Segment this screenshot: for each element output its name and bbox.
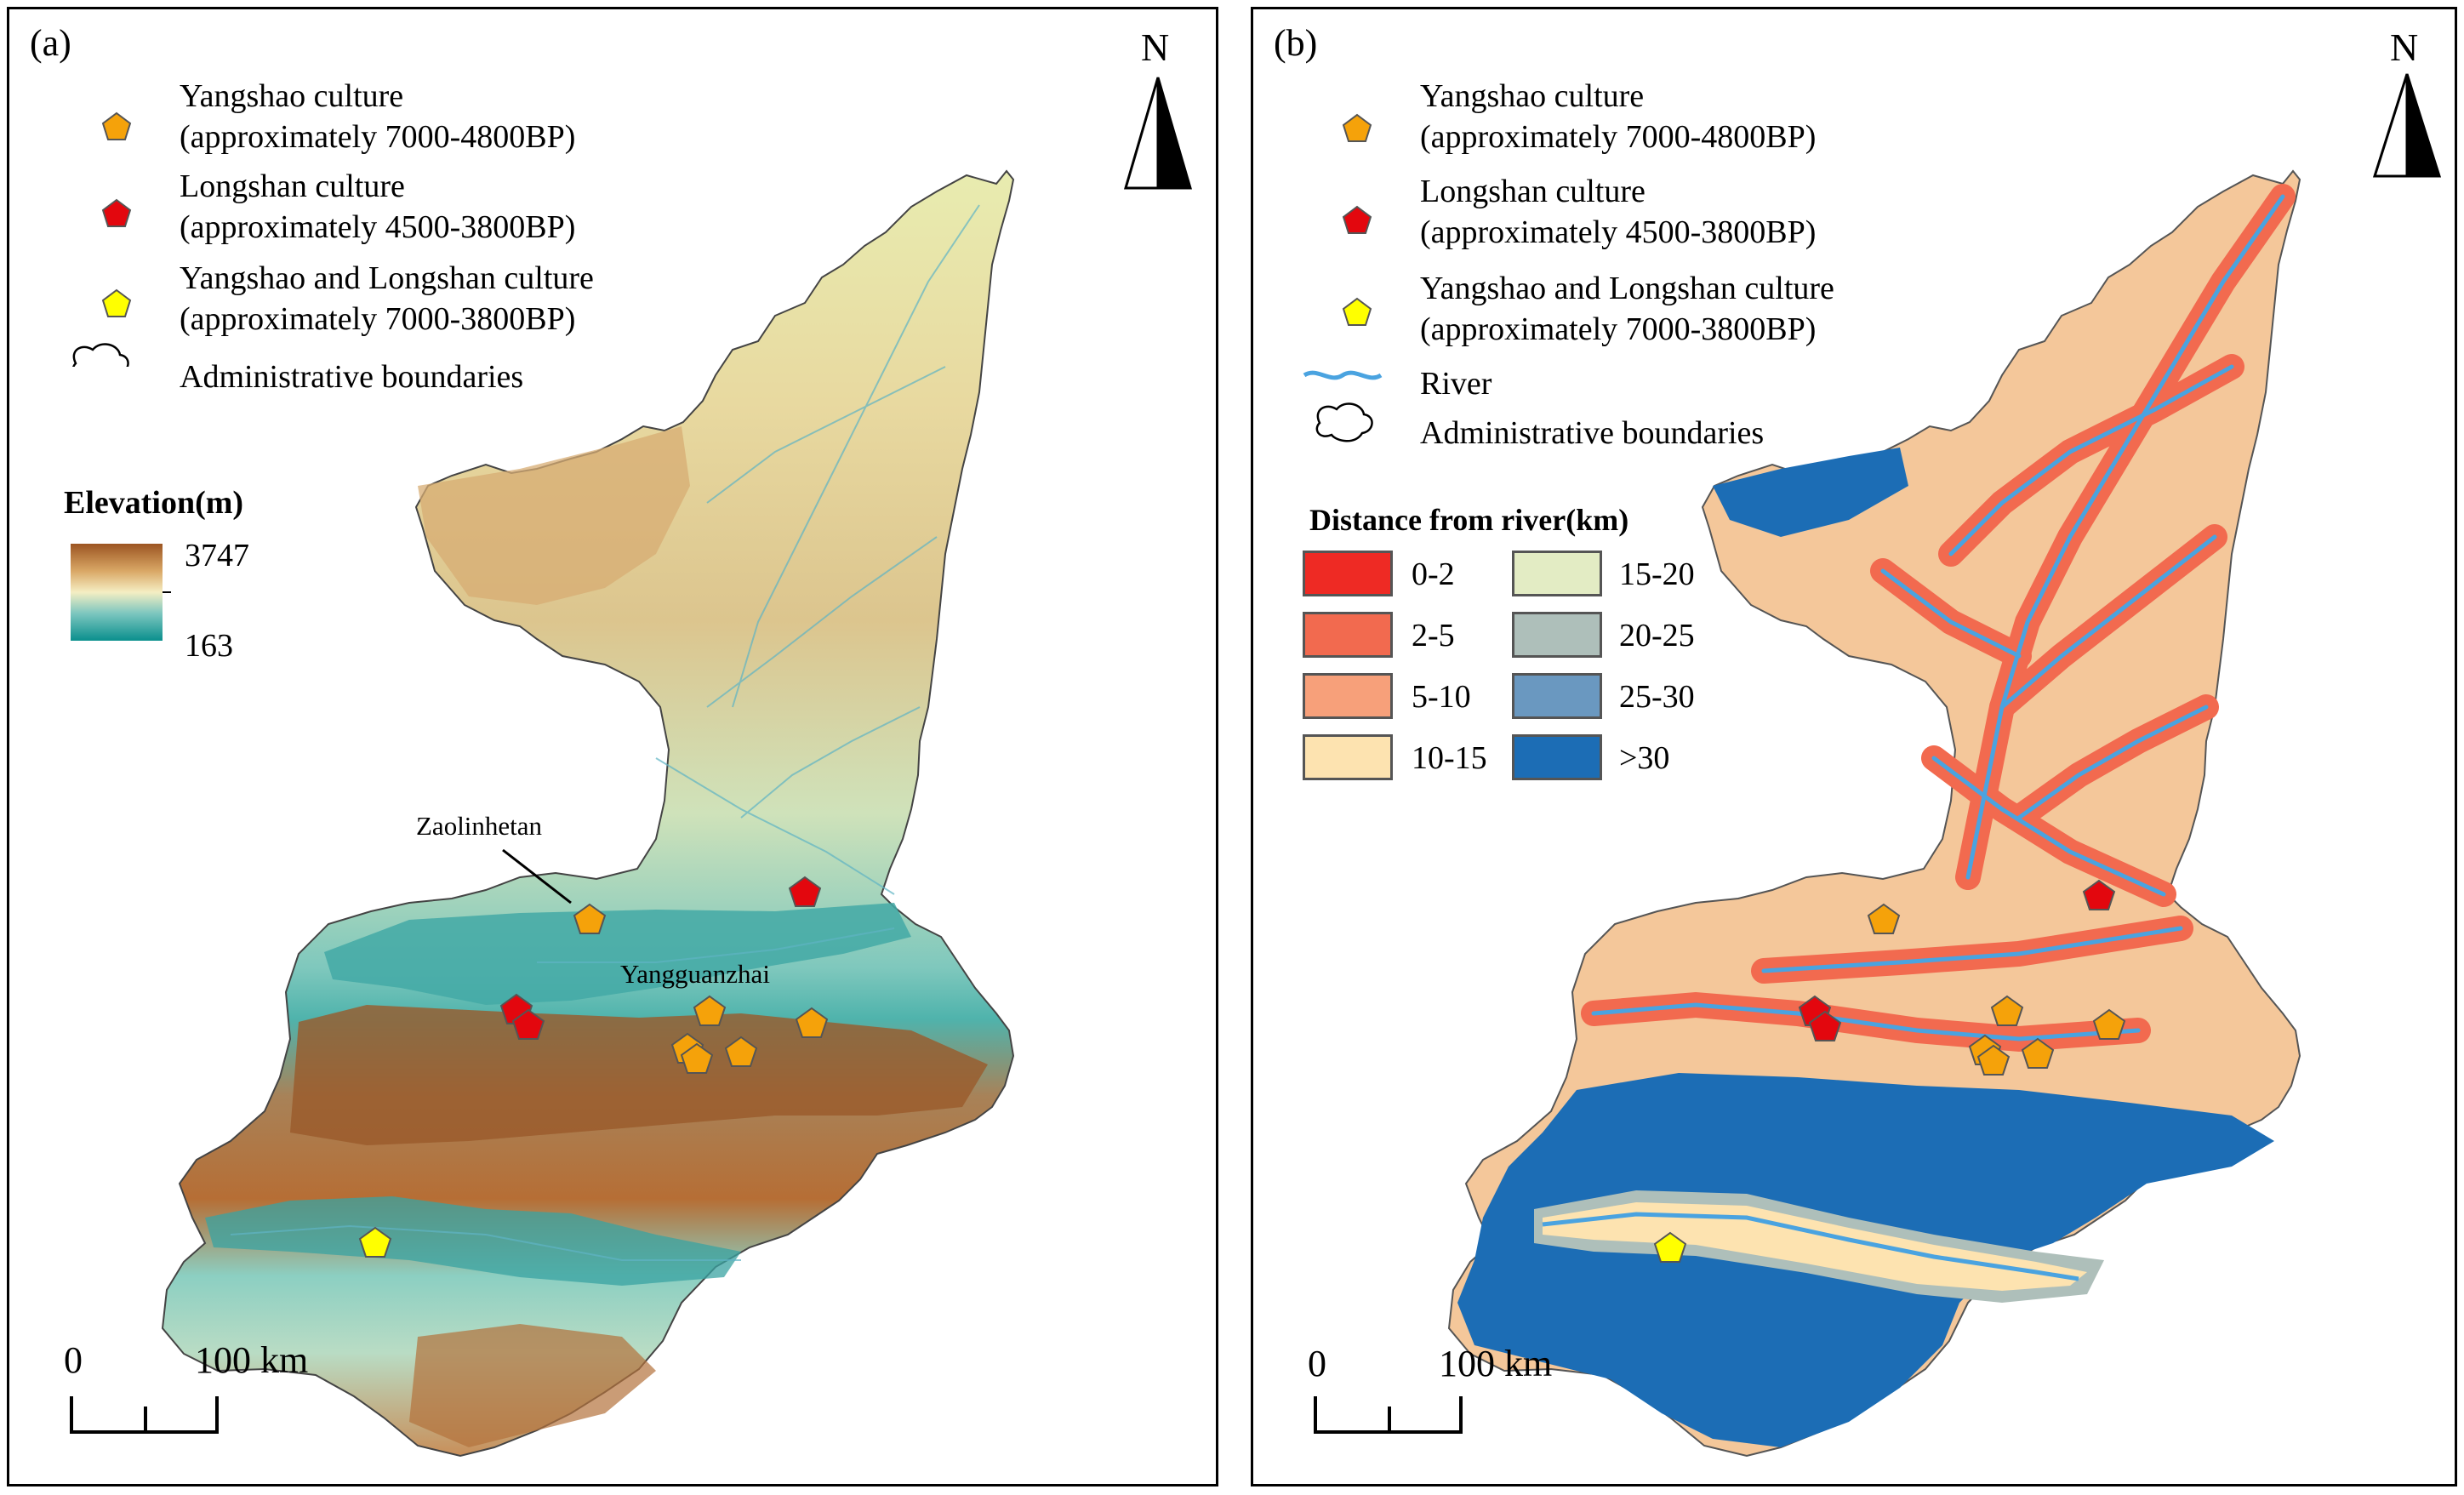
river-network [1591, 194, 2285, 1041]
panel-a-sites [358, 848, 829, 1258]
swatch-10-15 [1303, 734, 1393, 780]
elevation-map [161, 169, 1015, 1458]
legend-longshan-name: Longshan culture [1420, 174, 1646, 209]
scale-bar [70, 1396, 219, 1434]
hanzhong-basin [205, 1196, 741, 1286]
site-yangshao [1990, 995, 2024, 1026]
panel-b-legend-symbols [1303, 113, 1383, 442]
site-yangshao [680, 1042, 714, 1074]
site-yangshao [2092, 1008, 2126, 1040]
far-zone-northwest [1713, 448, 1908, 537]
label-25-30: 25-30 [1619, 679, 1695, 715]
swatch-25-30 [1512, 673, 1602, 719]
longshan-marker-legend [1342, 205, 1372, 234]
panel-a: (a) Yangshao culture (approximately 7000… [7, 7, 1218, 1486]
site-longshan [2082, 879, 2116, 910]
both-marker-legend [1342, 297, 1372, 326]
swatch-20-25 [1512, 612, 1602, 658]
site-yangshao [1867, 903, 1901, 934]
label-15-20: 15-20 [1619, 556, 1695, 592]
longshan-marker-legend [101, 198, 132, 227]
boundary-legend-icon [72, 343, 129, 367]
label-yangguanzhai: Yangguanzhai [620, 959, 770, 989]
legend-both-period: (approximately 7000-3800BP) [180, 301, 576, 337]
label-5-10: 5-10 [1412, 679, 1471, 715]
elevation-title: Elevation(m) [64, 485, 244, 521]
north-arrow-icon [1123, 77, 1193, 190]
legend-both-name: Yangshao and Longshan culture [1420, 271, 1834, 306]
elevation-max: 3747 [185, 538, 249, 573]
site-yangshao [1976, 1044, 2011, 1076]
panel-a-tag: (a) [30, 22, 71, 64]
both-marker-legend [101, 288, 132, 317]
daba-mountains [409, 1324, 656, 1447]
north-arrow-icon [2372, 73, 2442, 178]
swatch-5-10 [1303, 673, 1393, 719]
elevation-min: 163 [185, 628, 233, 664]
site-longshan [511, 1008, 545, 1040]
legend-longshan-period: (approximately 4500-3800BP) [180, 209, 576, 245]
label-zaolinhetan: Zaolinhetan [416, 811, 543, 841]
legend-yangshao-name: Yangshao culture [1420, 78, 1645, 114]
site-longshan [1808, 1010, 1842, 1041]
legend-longshan-period: (approximately 4500-3800BP) [1420, 214, 1817, 250]
yangshao-marker-legend [1342, 113, 1372, 142]
legend-yangshao-period: (approximately 7000-4800BP) [180, 119, 576, 155]
elevation-ramp-tick [163, 591, 171, 593]
swatch-0-2 [1303, 551, 1393, 596]
yangshao-marker-legend [101, 111, 132, 140]
legend-yangshao-period: (approximately 7000-4800BP) [1420, 119, 1817, 155]
distance-legend-title: Distance from river(km) [1309, 503, 1629, 537]
legend-longshan-name: Longshan culture [180, 168, 405, 204]
hanzhong-buffer-inner [1543, 1202, 2087, 1291]
scale-distance: 100 km [195, 1339, 309, 1381]
site-yangshao [795, 1007, 829, 1038]
north-label: N [2390, 26, 2419, 69]
legend-boundary: Administrative boundaries [180, 359, 524, 395]
panel-a-legend-symbols [72, 111, 132, 367]
panel-b: (b) Yangshao culture (approximately 7000… [1251, 7, 2457, 1486]
swatch-15-20 [1512, 551, 1602, 596]
label-over-30: >30 [1619, 740, 1670, 776]
river-legend-icon [1303, 370, 1383, 380]
panel-b-tag: (b) [1274, 22, 1318, 64]
swatch-2-5 [1303, 612, 1393, 658]
label-0-2: 0-2 [1412, 556, 1455, 592]
elevation-color-ramp [71, 544, 163, 641]
qinling-mountains [290, 1005, 988, 1145]
legend-river: River [1420, 366, 1492, 402]
legend-both-name: Yangshao and Longshan culture [180, 260, 594, 296]
loess-plateau-highland [418, 426, 690, 605]
drainage-network [230, 204, 980, 1261]
scale-zero: 0 [1308, 1343, 1326, 1384]
label-2-5: 2-5 [1412, 618, 1455, 653]
river-distance-map [1447, 169, 2301, 1458]
legend-yangshao-name: Yangshao culture [180, 78, 404, 114]
site-yangshao [724, 1036, 758, 1067]
swatch-over-30 [1512, 734, 1602, 780]
label-10-15: 10-15 [1412, 740, 1487, 776]
label-20-25: 20-25 [1619, 618, 1695, 653]
site-yangshao [2021, 1037, 2055, 1069]
site-both [358, 1226, 392, 1258]
scale-zero: 0 [64, 1339, 83, 1381]
site-yangshao [573, 903, 607, 934]
scale-bar [1314, 1396, 1463, 1434]
site-both [1653, 1231, 1687, 1263]
scale-distance: 100 km [1439, 1343, 1553, 1384]
site-yangshao [693, 995, 727, 1026]
legend-both-period: (approximately 7000-3800BP) [1420, 311, 1817, 347]
site-longshan [788, 876, 822, 907]
north-label: N [1141, 26, 1170, 69]
hanzhong-river [1542, 1212, 2079, 1281]
legend-boundary: Administrative boundaries [1420, 415, 1765, 451]
boundary-legend-icon [1315, 402, 1373, 442]
zaolinhetan-leader-line [502, 848, 572, 904]
wei-river-valley [324, 903, 911, 1005]
